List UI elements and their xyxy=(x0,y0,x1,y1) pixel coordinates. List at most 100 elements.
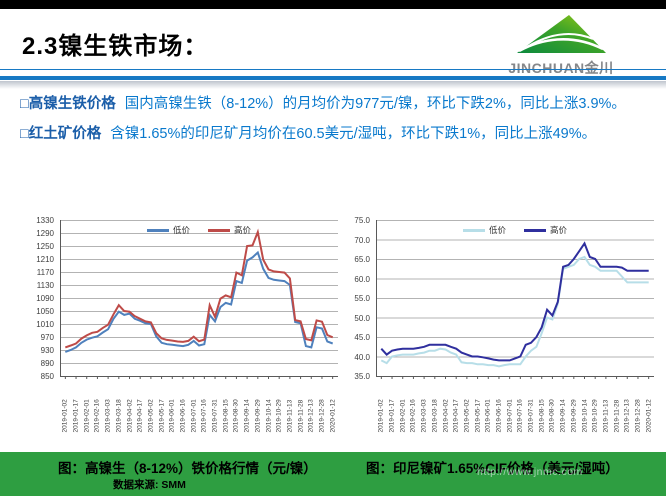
x-axis-tick-label: 2019-11-28 xyxy=(297,399,305,433)
x-axis-tick-label: 2019-04-17 xyxy=(452,399,460,433)
x-axis-tick-label: 2019-05-17 xyxy=(158,399,166,433)
x-axis-tick-label: 2019-09-29 xyxy=(570,399,578,433)
x-axis-tick-label: 2019-12-28 xyxy=(634,399,642,433)
legend-label: 低价 xyxy=(488,225,506,235)
y-axis-tick-label: 970 xyxy=(40,333,54,342)
x-axis-tick-label: 2020-01-12 xyxy=(645,399,653,433)
x-axis-tick-label: 2019-06-16 xyxy=(495,399,503,433)
data-source-note: 数据来源: SMM xyxy=(113,479,186,491)
x-axis-tick-label: 2019-06-01 xyxy=(484,399,492,433)
x-axis-tick-label: 2019-10-29 xyxy=(275,399,283,433)
x-axis-tick-label: 2019-01-02 xyxy=(61,399,69,433)
x-axis-tick-label: 2019-12-13 xyxy=(623,399,631,433)
bullet-text: 含镍1.65%的印尼矿月均价在60.5美元/湿吨，环比下跌1%，同比上涨49%。 xyxy=(110,126,597,142)
x-axis-tick-label: 2019-02-16 xyxy=(409,399,417,433)
header-rule-thin xyxy=(0,69,666,70)
legend-label: 高价 xyxy=(550,225,568,235)
y-axis-tick-label: 1050 xyxy=(36,307,54,316)
x-axis-tick-label: 2019-02-01 xyxy=(399,399,407,433)
y-axis-tick-label: 850 xyxy=(40,372,54,381)
chart-legend: 低价 高价 xyxy=(60,224,338,236)
legend-item: 高价 xyxy=(524,224,567,236)
x-axis-tick-label: 2019-08-30 xyxy=(232,399,240,433)
chart-indonesia-ore-price: 75.0 70.0 65.0 60.0 55.0 50.0 45.0 40.0 35.0 低价 高价… xyxy=(348,212,662,447)
company-logo: JINCHUAN金川 xyxy=(486,11,636,78)
bullet-label: □红土矿价格 xyxy=(20,126,102,142)
url-watermark: http://www.jnmc.com xyxy=(477,466,583,478)
y-axis-tick-label: 50.0 xyxy=(354,313,370,323)
x-axis-tick-label: 2019-12-28 xyxy=(318,399,326,433)
y-axis-tick-label: 930 xyxy=(40,346,54,355)
bullet-item-laterite-ore: □红土矿价格 含镍1.65%的印尼矿月均价在60.5美元/湿吨，环比下跌1%，同比… xyxy=(20,120,644,148)
chart-legend: 低价 高价 xyxy=(376,224,654,236)
bullet-list: □高镍生铁价格 国内高镍生铁（8-12%）的月均价为977元/镍，环比下跌2%，同… xyxy=(20,90,644,150)
x-axis-tick-label: 2019-12-13 xyxy=(307,399,315,433)
legend-label: 高价 xyxy=(234,225,252,235)
y-axis-tick-label: 1330 xyxy=(36,216,54,225)
x-axis-tick-label: 2019-11-28 xyxy=(613,399,621,433)
y-axis-tick-label: 1130 xyxy=(36,281,54,290)
bullet-label: □高镍生铁价格 xyxy=(20,96,116,112)
y-axis-tick-label: 890 xyxy=(40,359,54,368)
y-axis-tick-label: 45.0 xyxy=(354,333,370,342)
x-axis-tick-label: 2019-05-02 xyxy=(147,399,155,433)
series-line-低价 xyxy=(380,255,649,368)
chart-npi-price: 1330 1290 1250 1210 1170 1130 1090 1050 1010 970 9… xyxy=(22,212,344,447)
x-axis-tick-label: 2019-03-18 xyxy=(431,399,439,433)
y-axis-tick-label: 1010 xyxy=(36,320,54,329)
footer-green-bar xyxy=(0,452,666,496)
legend-swatch xyxy=(524,228,546,232)
x-axis-tick-label: 2019-02-01 xyxy=(83,399,91,433)
x-axis-tick-label: 2020-01-12 xyxy=(329,399,337,433)
legend-item: 高价 xyxy=(208,224,251,236)
top-black-bar xyxy=(0,0,666,9)
x-axis-tick-label: 2019-01-17 xyxy=(388,399,396,433)
x-axis-tick-label: 2019-05-02 xyxy=(463,399,471,433)
legend-swatch xyxy=(462,228,485,232)
x-axis-tick-label: 2019-07-01 xyxy=(190,399,198,433)
y-axis-tick-label: 70.0 xyxy=(354,235,370,245)
y-axis-tick-label: 1090 xyxy=(36,294,54,303)
legend-label: 低价 xyxy=(172,225,190,235)
x-axis-tick-label: 2019-04-02 xyxy=(442,399,449,433)
x-axis-tick-label: 2019-08-15 xyxy=(222,399,230,433)
x-axis-tick-label: 2019-07-01 xyxy=(506,399,514,433)
x-axis-tick-label: 2019-04-17 xyxy=(136,399,144,433)
page-title: 2.3镍生铁市场： xyxy=(22,33,209,60)
logo-text: JINCHUAN金川 xyxy=(508,60,614,76)
x-axis-tick-label: 2019-04-02 xyxy=(126,399,133,433)
y-axis-tick-label: 1250 xyxy=(36,242,54,251)
x-axis-tick-label: 2019-10-14 xyxy=(265,399,272,433)
header-shadow-band xyxy=(0,81,666,89)
legend-item: 低价 xyxy=(146,224,190,236)
series-line-低价 xyxy=(64,250,334,353)
y-axis-tick-label: 60.0 xyxy=(354,274,370,284)
y-axis-tick-label: 55.0 xyxy=(354,294,370,303)
x-axis-tick-label: 2019-07-16 xyxy=(200,399,208,433)
x-axis-tick-label: 2019-01-17 xyxy=(72,399,80,433)
x-axis-tick-label: 2019-03-03 xyxy=(420,399,428,433)
x-axis-tick-label: 2019-08-15 xyxy=(538,399,546,433)
x-axis-tick-label: 2019-10-14 xyxy=(581,399,588,433)
x-axis-tick-label: 2019-07-16 xyxy=(516,399,524,433)
x-axis-tick-label: 2019-05-17 xyxy=(474,399,482,433)
x-axis-tick-label: 2019-08-30 xyxy=(548,399,556,433)
legend-swatch xyxy=(208,228,230,232)
y-axis-tick-label: 1170 xyxy=(36,268,54,277)
plot-area xyxy=(376,220,654,379)
x-axis-tick-label: 2019-06-01 xyxy=(168,399,176,433)
right-chart-caption: 图：印尼镍矿1.65%CIF价格（美元/湿吨） xyxy=(366,461,619,476)
bullet-text: 国内高镍生铁（8-12%）的月均价为977元/镍，环比下跌2%，同比上涨3.9%… xyxy=(124,96,626,112)
jinchuan-mountain-logo-icon xyxy=(486,11,636,57)
x-axis-tick-label: 2019-11-13 xyxy=(602,399,610,433)
bullet-item-high-npi: □高镍生铁价格 国内高镍生铁（8-12%）的月均价为977元/镍，环比下跌2%，同… xyxy=(20,90,644,118)
series-line-高价 xyxy=(64,228,334,349)
x-axis-tick-label: 2019-03-18 xyxy=(115,399,123,433)
series-line-高价 xyxy=(380,241,649,362)
x-axis-tick-label: 2019-09-14 xyxy=(559,399,567,433)
left-chart-caption: 图：高镍生（8-12%）铁价格行情（元/镍） xyxy=(58,461,317,476)
x-axis-tick-label: 2019-07-31 xyxy=(211,399,219,433)
y-axis-tick-label: 1210 xyxy=(36,255,54,264)
y-axis-tick-label: 35.0 xyxy=(354,372,370,381)
